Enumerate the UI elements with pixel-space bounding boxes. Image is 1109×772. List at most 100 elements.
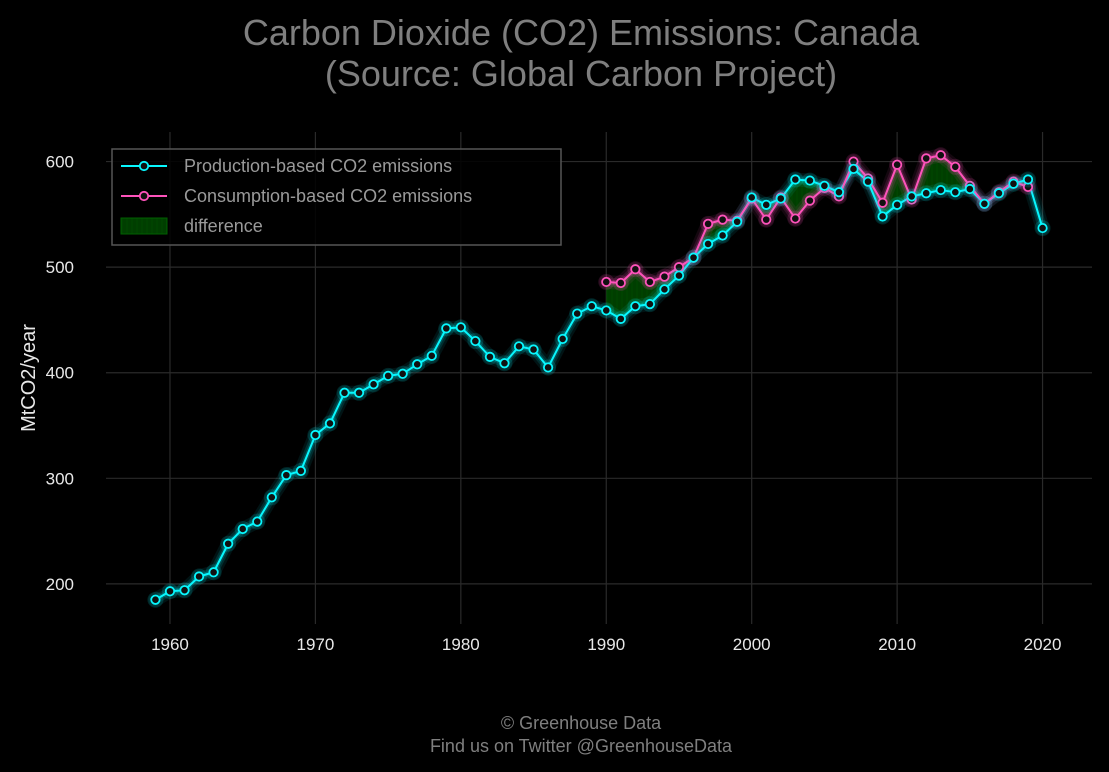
production-point: [426, 350, 437, 361]
production-point: [353, 387, 365, 398]
y-tick-label: 500: [46, 258, 74, 277]
production-point: [732, 216, 743, 227]
production-point: [470, 335, 481, 347]
production-point: [237, 523, 248, 535]
legend-production-marker: [138, 160, 150, 172]
production-point: [383, 370, 394, 381]
x-tick-label: 2010: [878, 635, 916, 654]
production-point: [339, 387, 350, 398]
production-point: [877, 211, 888, 222]
consumption-point: [921, 153, 932, 164]
production-point: [586, 301, 597, 312]
production-point: [164, 586, 176, 597]
production-point: [179, 585, 190, 596]
footer: © Greenhouse Data Find us on Twitter @Gr…: [430, 713, 733, 756]
consumption-point: [950, 161, 961, 172]
production-point: [572, 308, 583, 319]
production-point: [804, 175, 815, 186]
consumption-point: [804, 195, 815, 206]
production-point: [935, 184, 946, 196]
production-point: [892, 199, 903, 210]
legend-difference-label: difference: [184, 216, 263, 236]
legend: Production-based CO2 emissions Consumptio…: [111, 148, 562, 246]
production-point: [848, 163, 859, 175]
y-tick-label: 600: [46, 153, 74, 172]
production-point: [950, 187, 961, 198]
consumption-point: [659, 271, 670, 282]
production-point: [761, 199, 772, 210]
production-point: [281, 470, 292, 481]
production-point: [150, 594, 161, 605]
production-point: [484, 351, 496, 362]
production-point: [412, 359, 423, 370]
production-point: [295, 465, 306, 477]
production-point: [790, 174, 801, 185]
x-tick-label: 2000: [733, 635, 771, 654]
production-point: [252, 516, 263, 527]
chart-title: Carbon Dioxide (CO2) Emissions: Canada(S…: [243, 12, 920, 94]
production-point: [455, 322, 466, 333]
y-tick-label: 400: [46, 364, 74, 383]
footer-copyright: © Greenhouse Data: [501, 713, 662, 733]
production-point: [1037, 222, 1048, 234]
production-point: [368, 379, 379, 390]
production-point: [746, 192, 757, 203]
production-point: [993, 188, 1005, 199]
y-tick-label: 300: [46, 469, 74, 488]
consumption-point: [601, 276, 612, 288]
consumption-point: [644, 276, 655, 288]
production-point: [615, 313, 626, 324]
consumption-point: [790, 213, 801, 224]
production-point: [223, 538, 234, 549]
production-point: [906, 191, 917, 202]
x-tick-label: 1970: [297, 635, 335, 654]
production-point: [499, 358, 510, 369]
legend-consumption-marker: [138, 190, 150, 202]
data-points: [147, 147, 1051, 608]
axes: 1960 1970 1980 1990 2000 2010 2020 200 300 400 500…: [18, 153, 1061, 654]
production-point: [513, 341, 525, 352]
production-point: [397, 368, 408, 379]
consumption-point: [877, 197, 888, 208]
consumption-point: [717, 214, 728, 225]
legend-difference-swatch: [120, 217, 168, 235]
production-point: [1008, 178, 1019, 189]
production-point: [1022, 174, 1034, 185]
consumption-point: [761, 214, 772, 225]
y-axis-label: MtCO2/year: [18, 324, 40, 432]
production-point: [659, 284, 670, 295]
chart-title-line: (Source: Global Carbon Project): [325, 53, 837, 94]
production-point: [528, 344, 539, 355]
y-tick-label: 200: [46, 575, 74, 594]
consumption-point: [935, 150, 946, 161]
x-tick-label: 1990: [587, 635, 625, 654]
production-point: [921, 188, 932, 199]
production-point: [833, 187, 845, 198]
x-tick-label: 2020: [1024, 635, 1062, 654]
production-point: [862, 176, 874, 187]
legend-consumption-label: Consumption-based CO2 emissions: [184, 186, 472, 206]
footer-twitter: Find us on Twitter @GreenhouseData: [430, 736, 733, 756]
production-point: [543, 362, 554, 373]
production-point: [673, 270, 685, 281]
production-point: [266, 492, 277, 503]
production-point: [324, 418, 336, 429]
production-point: [964, 183, 975, 195]
production-point: [630, 301, 641, 312]
production-point: [601, 305, 612, 316]
production-point: [717, 230, 728, 241]
consumption-point: [630, 264, 641, 275]
consumption-point: [702, 218, 714, 229]
consumption-point: [615, 277, 626, 289]
production-point: [557, 333, 568, 345]
production-point: [441, 323, 452, 334]
legend-production-label: Production-based CO2 emissions: [184, 156, 452, 176]
x-tick-label: 1960: [151, 635, 189, 654]
x-tick-label: 1980: [442, 635, 480, 654]
production-point: [702, 238, 714, 250]
chart-title-line: Carbon Dioxide (CO2) Emissions: Canada: [243, 12, 920, 53]
production-point: [644, 298, 655, 310]
production-point: [979, 198, 990, 209]
production-point: [193, 571, 205, 582]
